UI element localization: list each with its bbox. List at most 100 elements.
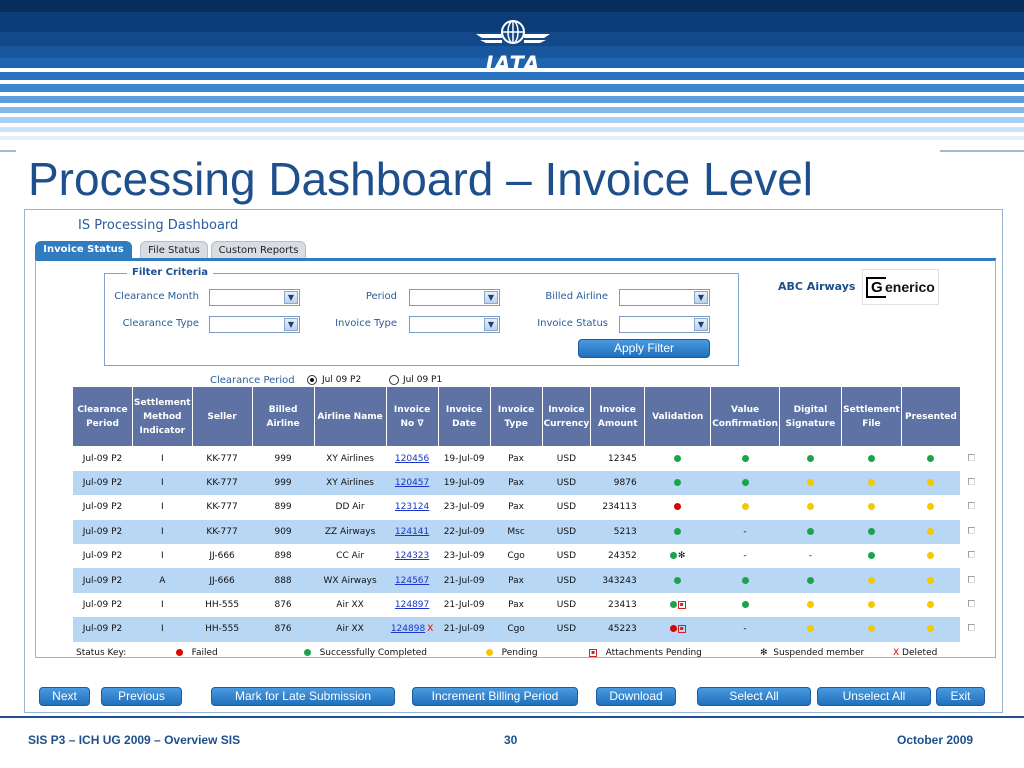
col-select <box>960 386 984 447</box>
clearance-type-select[interactable]: ▼ <box>209 316 300 333</box>
invoice-link[interactable]: 124897 <box>394 600 430 611</box>
footer-date: October 2009 <box>897 733 974 747</box>
row-checkbox[interactable] <box>968 600 976 608</box>
increment-billing-period-button[interactable]: Increment Billing Period <box>412 687 578 706</box>
col-seller[interactable]: Seller <box>191 386 253 447</box>
invoice-type-select[interactable]: ▼ <box>409 316 500 333</box>
col-invoice-currency[interactable]: Invoice Currency <box>541 386 592 447</box>
green-dot-icon <box>674 479 682 487</box>
col-clearance-period[interactable]: Clearance Period <box>72 386 133 447</box>
cell-value-confirmation <box>711 593 780 617</box>
yellow-dot-icon <box>486 649 493 656</box>
yellow-dot-icon <box>927 527 935 535</box>
filter-criteria-box: Filter Criteria Clearance Month ▼ Period… <box>104 267 739 366</box>
cell-invoice-amount: 234113 <box>602 502 637 513</box>
invoice-link[interactable]: 124323 <box>394 551 430 562</box>
invoice-link[interactable]: 124898 <box>390 624 426 635</box>
cell-clearance-period: Jul-09 P2 <box>82 600 123 611</box>
yellow-dot-icon <box>927 576 935 584</box>
row-checkbox[interactable] <box>968 526 976 534</box>
cell-select <box>960 617 984 642</box>
mark-late-submission-button[interactable]: Mark for Late Submission <box>211 687 395 706</box>
status-key-pending-label: Pending <box>501 648 538 658</box>
col-airline-name[interactable]: Airline Name <box>313 386 387 447</box>
col-invoice-date[interactable]: Invoice Date <box>437 386 491 447</box>
radio-jul09-p1[interactable] <box>389 375 399 385</box>
clearance-type-label: Clearance Type <box>122 318 199 329</box>
row-checkbox[interactable] <box>968 502 976 510</box>
col-validation[interactable]: Validation <box>644 386 712 447</box>
green-dot-icon <box>669 552 677 560</box>
cell-airline-name: Air XX <box>336 600 364 611</box>
col-invoice-amount[interactable]: Invoice Amount <box>590 386 646 447</box>
row-checkbox[interactable] <box>968 551 976 559</box>
next-button[interactable]: Next <box>39 687 90 706</box>
unselect-all-button[interactable]: Unselect All <box>817 687 931 706</box>
table-row[interactable]: Jul-09 P2 I JJ-666 898 CC Air 124323 23-Jul-09… <box>73 544 984 569</box>
slide-title: Processing Dashboard – Invoice Level <box>28 153 814 205</box>
table-row[interactable]: Jul-09 P2 I KK-777 999 XY Airlines 120457 19-J… <box>72 470 984 496</box>
row-checkbox[interactable] <box>968 624 976 632</box>
radio-jul09-p1-label: Jul 09 P1 <box>403 375 443 385</box>
cell-seller: KK-777 <box>206 502 238 513</box>
col-invoice-no[interactable]: Invoice No ∇ <box>385 386 439 447</box>
invoice-link[interactable]: 124567 <box>394 575 430 586</box>
radio-jul09-p2[interactable] <box>307 375 317 385</box>
tab-custom-reports[interactable]: Custom Reports <box>211 241 306 259</box>
invoice-link[interactable]: 120457 <box>394 478 430 489</box>
cell-airline-name: ZZ Airways <box>314 519 387 545</box>
tab-underline <box>35 258 996 261</box>
row-checkbox[interactable] <box>968 575 976 583</box>
cell-billed-airline: 909 <box>252 519 315 545</box>
table-row[interactable]: Jul-09 P2 I KK-777 899 DD Air 123124 23-Jul-09… <box>73 495 984 520</box>
cell-settlement-file <box>841 519 902 545</box>
cell-digital-signature: - <box>779 544 841 568</box>
cell-billed-airline: 888 <box>252 568 315 593</box>
yellow-dot-icon <box>927 625 935 633</box>
cell-settlement-file <box>841 470 902 496</box>
cell-invoice-no: 124567 <box>386 568 439 593</box>
clearance-month-select[interactable]: ▼ <box>209 289 300 306</box>
col-presented[interactable]: Presented <box>900 386 961 447</box>
status-key-attachments-label: Attachments Pending <box>605 648 702 658</box>
cell-presented <box>901 447 960 471</box>
period-select[interactable]: ▼ <box>409 289 500 306</box>
cell-settlement-method: I <box>160 600 164 611</box>
invoice-link[interactable]: 124141 <box>394 526 430 537</box>
previous-button[interactable]: Previous <box>101 687 182 706</box>
yellow-dot-icon <box>927 552 935 560</box>
cell-billed-airline: 999 <box>274 453 292 464</box>
col-settlement-method[interactable]: Settlement Method Indicator <box>132 386 193 447</box>
cell-seller: JJ-666 <box>209 551 235 562</box>
apply-filter-button[interactable]: Apply Filter <box>578 339 710 358</box>
billed-airline-select[interactable]: ▼ <box>619 289 710 306</box>
col-value-confirmation[interactable]: Value Confirmation <box>710 386 780 447</box>
company-name: ABC Airways <box>778 280 856 293</box>
cell-invoice-date: 22-Jul-09 <box>438 519 491 545</box>
table-row[interactable]: Jul-09 P2 I HH-555 876 Air XX 124898 X 21-Jul-0… <box>72 617 984 642</box>
table-row[interactable]: Jul-09 P2 I KK-777 999 XY Airlines 120456 19-J… <box>73 446 984 471</box>
table-row[interactable]: Jul-09 P2 I KK-777 909 ZZ Airways 124141 22-Ju… <box>72 519 984 545</box>
select-all-button[interactable]: Select All <box>697 687 811 706</box>
row-checkbox[interactable] <box>968 478 976 486</box>
invoice-link[interactable]: 123124 <box>394 502 430 513</box>
tab-invoice-status[interactable]: Invoice Status <box>35 241 132 259</box>
table-row[interactable]: Jul-09 P2 I HH-555 876 Air XX 124897 21-Jul-09… <box>73 592 984 618</box>
exit-button[interactable]: Exit <box>936 687 985 706</box>
cell-airline-name: WX Airways <box>314 568 387 593</box>
cell-clearance-period: Jul-09 P2 <box>72 470 133 496</box>
cell-invoice-amount: 9876 <box>590 470 645 496</box>
col-digital-signature[interactable]: Digital Signature <box>778 386 842 447</box>
col-invoice-type[interactable]: Invoice Type <box>489 386 543 447</box>
col-settlement-file[interactable]: Settlement File <box>840 386 902 447</box>
invoice-link[interactable]: 120456 <box>394 453 430 464</box>
download-button[interactable]: Download <box>596 687 676 706</box>
tab-file-status[interactable]: File Status <box>140 241 208 259</box>
cell-select <box>960 446 984 471</box>
chevron-down-icon: ▼ <box>694 291 708 304</box>
col-billed-airline[interactable]: Billed Airline <box>251 386 315 447</box>
invoice-status-select[interactable]: ▼ <box>619 316 710 333</box>
table-row[interactable]: Jul-09 P2 A JJ-666 888 WX Airways 124567 21-Ju… <box>72 568 984 593</box>
green-dot-icon <box>867 552 875 560</box>
row-checkbox[interactable] <box>968 453 976 461</box>
